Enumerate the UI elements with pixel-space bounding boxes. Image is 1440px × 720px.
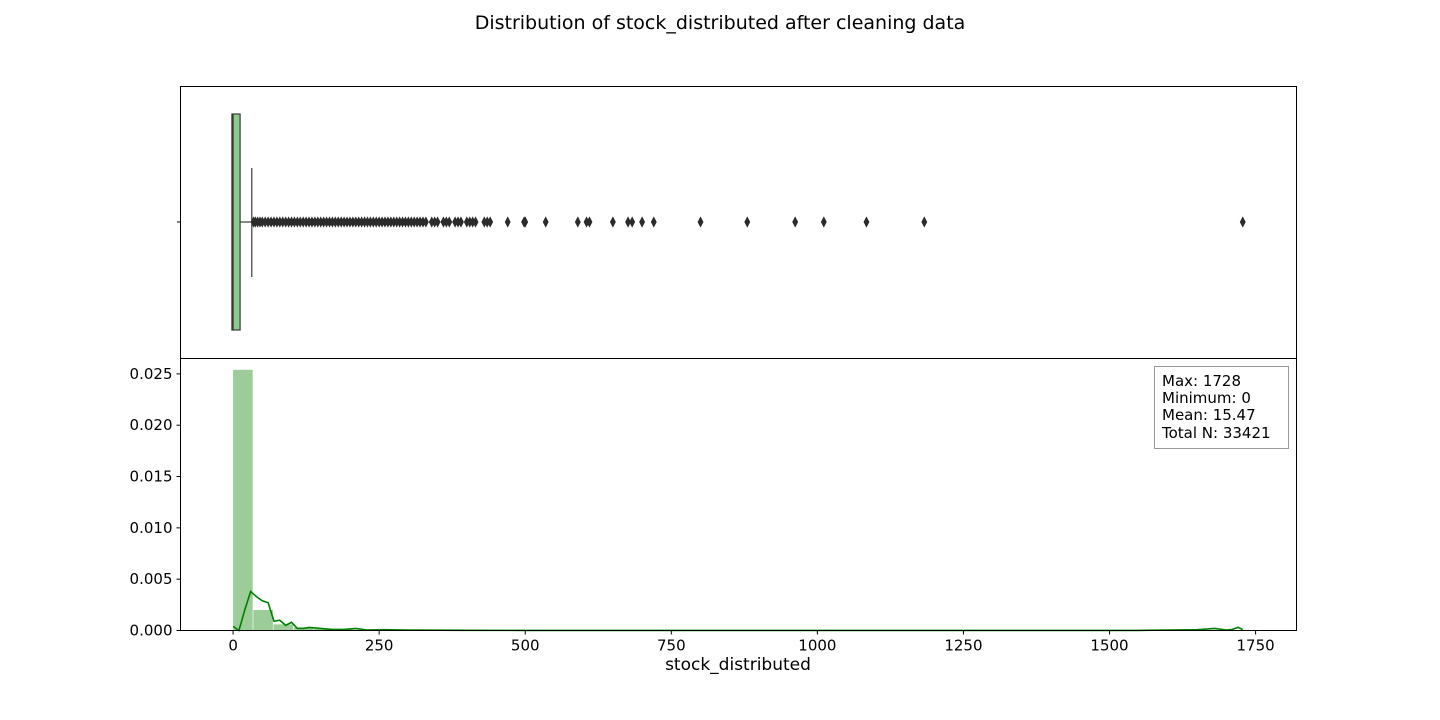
- outlier-point: [629, 216, 636, 228]
- outlier-point: [504, 216, 511, 228]
- histogram-bar: [233, 369, 253, 631]
- chart-title: Distribution of stock_distributed after …: [475, 12, 966, 34]
- histogram-frame: [180, 358, 1297, 631]
- stats-minimum: Minimum: 0: [1162, 389, 1251, 407]
- outlier-point: [609, 216, 616, 228]
- outlier-point: [434, 216, 441, 228]
- x-tick-label: 1000: [798, 637, 836, 655]
- outlier-point: [586, 216, 593, 228]
- outlier-point: [422, 216, 429, 228]
- outlier-point: [639, 216, 646, 228]
- histogram-bar: [273, 624, 294, 631]
- outlier-point: [487, 216, 494, 228]
- boxplot-marks: [231, 113, 253, 331]
- outlier-point: [574, 216, 581, 228]
- outlier-point: [472, 216, 479, 228]
- outlier-point: [458, 216, 464, 228]
- outlier-point: [542, 216, 549, 228]
- x-tick-label: 1250: [944, 637, 982, 655]
- histogram-panel: 0.000 0.005 0.010 0.015 0.020 0.025 0 250 500 75…: [130, 358, 1297, 655]
- outlier-point: [1239, 216, 1246, 228]
- outlier-point: [863, 216, 870, 228]
- outlier-point: [744, 216, 751, 228]
- y-tick-label: 0.015: [130, 468, 173, 486]
- stats-total-n: Total N: 33421: [1161, 424, 1271, 442]
- outlier-point: [522, 216, 529, 228]
- outlier-point: [446, 216, 453, 228]
- x-axis-ticks: 0 250 500 750 1000 1250 1500 1750: [228, 630, 1275, 655]
- histogram-bar: [313, 628, 334, 631]
- boxplot-outliers: [250, 216, 1246, 228]
- histogram-bar: [253, 609, 273, 631]
- outlier-point: [697, 216, 704, 228]
- y-tick-label: 0.000: [130, 622, 173, 640]
- outlier-point: [625, 216, 632, 228]
- x-tick-label: 1750: [1237, 637, 1275, 655]
- boxplot-panel: [177, 86, 1297, 359]
- y-axis-ticks: 0.000 0.005 0.010 0.015 0.020 0.025: [130, 365, 181, 640]
- stats-mean: Mean: 15.47: [1162, 406, 1256, 424]
- x-tick-label: 500: [511, 637, 540, 655]
- outlier-point: [921, 216, 928, 228]
- y-tick-label: 0.005: [130, 570, 173, 588]
- outlier-point: [820, 216, 827, 228]
- x-tick-label: 1500: [1090, 637, 1128, 655]
- x-tick-label: 750: [657, 637, 686, 655]
- outlier-point: [650, 216, 657, 228]
- y-tick-label: 0.025: [130, 365, 173, 383]
- outlier-point: [792, 216, 799, 228]
- stats-max: Max: 1728: [1162, 372, 1241, 390]
- y-tick-label: 0.010: [130, 519, 173, 537]
- histogram-bars: [233, 369, 1243, 631]
- x-axis-label: stock_distributed: [665, 655, 811, 675]
- x-tick-label: 0: [228, 637, 238, 655]
- x-tick-label: 250: [365, 637, 394, 655]
- y-tick-label: 0.020: [130, 416, 173, 434]
- kde-line: [232, 590, 1244, 632]
- stats-legend-frame: [1154, 366, 1289, 449]
- stats-legend: Max: 1728 Minimum: 0 Mean: 15.47 Total N…: [1154, 366, 1289, 449]
